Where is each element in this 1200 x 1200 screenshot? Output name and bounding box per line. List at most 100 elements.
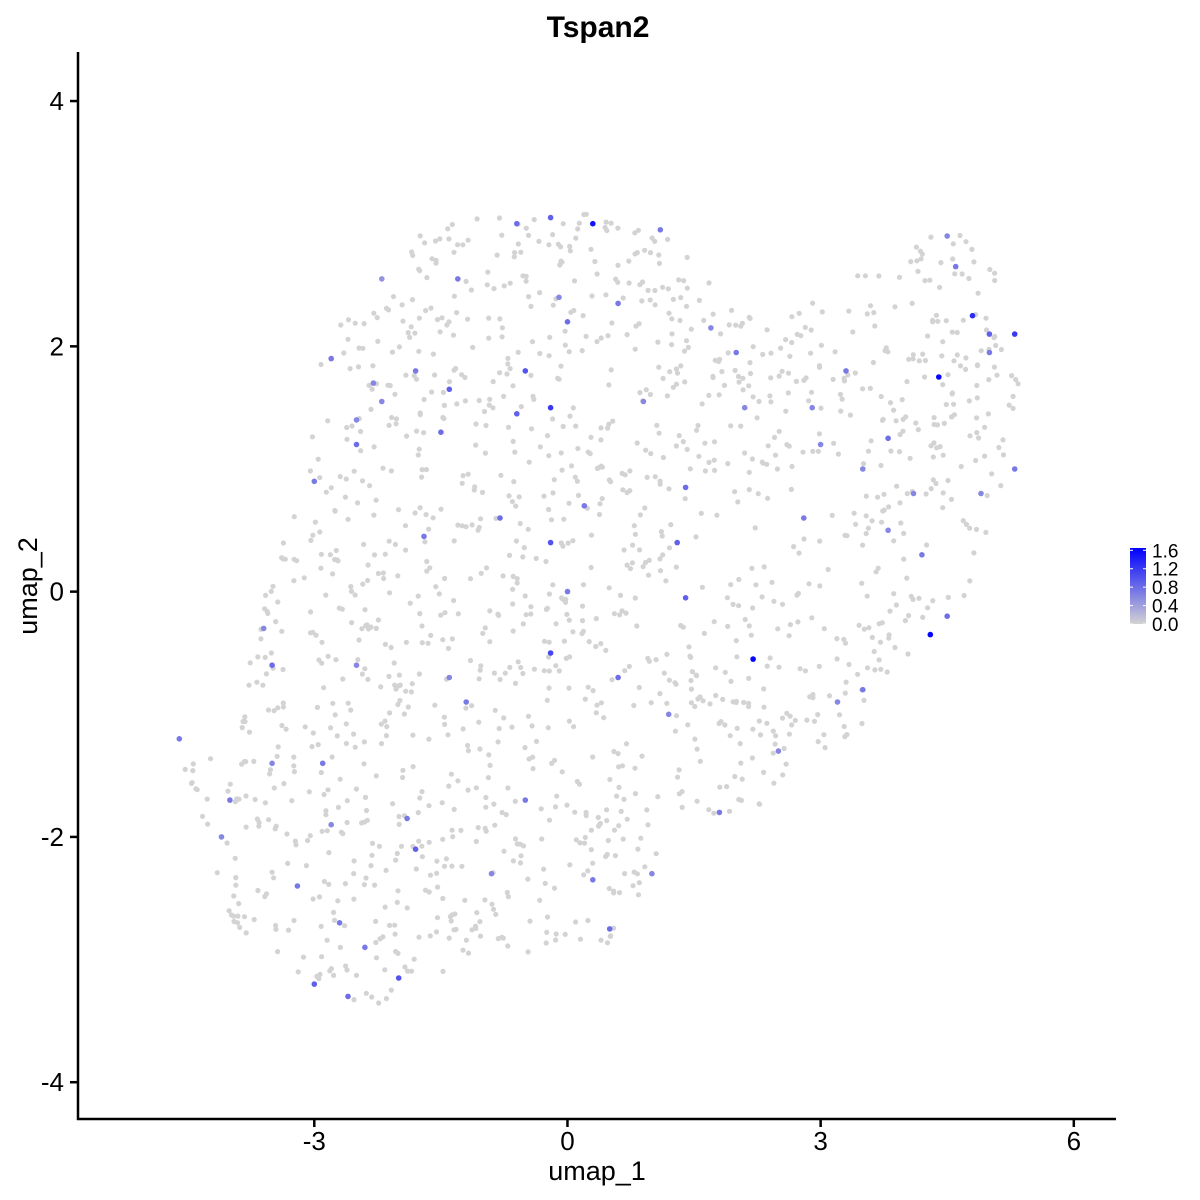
cell-point [386, 422, 392, 428]
cell-point [706, 459, 712, 465]
cell-point [463, 278, 469, 284]
cell-point [273, 926, 279, 932]
cell-point [483, 422, 489, 429]
cell-point [973, 526, 980, 533]
cell-point [415, 452, 421, 458]
cell-point [616, 764, 622, 770]
cell-point [344, 819, 350, 826]
cell-point [515, 241, 521, 247]
cell-point [416, 315, 422, 321]
cell-point [998, 483, 1004, 489]
cell-point [449, 827, 455, 833]
cell-point [449, 636, 455, 642]
cell-point [262, 800, 268, 806]
cell-point [518, 404, 524, 410]
cell-point [711, 619, 717, 625]
cell-point [262, 893, 268, 900]
cell-point [588, 827, 595, 833]
cell-point [332, 712, 338, 718]
cell-point [992, 270, 998, 276]
cell-point [915, 427, 921, 433]
cell-point [391, 660, 397, 666]
cell-point [361, 739, 367, 745]
cell-point [950, 256, 956, 262]
cell-point [918, 256, 924, 262]
cell-point [634, 250, 640, 256]
expressing-cell-point [488, 870, 495, 877]
cell-point [333, 547, 339, 554]
cell-point [410, 764, 416, 770]
cell-point [863, 493, 869, 499]
cell-point [909, 300, 915, 306]
cell-point [489, 901, 495, 907]
cell-point [447, 914, 453, 920]
cell-point [898, 520, 904, 526]
expressing-cell-point [682, 595, 689, 601]
cell-point [834, 656, 840, 662]
cell-point [904, 575, 910, 581]
cell-point [487, 608, 493, 614]
cell-point [685, 722, 691, 728]
cell-point [359, 820, 365, 826]
cell-point [182, 766, 188, 773]
cell-point [755, 491, 761, 497]
cell-point [630, 542, 636, 548]
cell-point [648, 700, 654, 706]
expressing-cell-point [547, 650, 554, 656]
cell-point [616, 784, 622, 791]
cell-point [541, 866, 547, 872]
cell-point [552, 804, 559, 810]
chart-title: Tspan2 [547, 11, 650, 44]
cell-point [487, 639, 493, 645]
cell-point [905, 651, 911, 657]
cell-point [512, 798, 518, 804]
cell-point [842, 690, 848, 696]
cell-point [432, 372, 438, 378]
cell-point [776, 664, 782, 670]
expressing-cell-point [319, 760, 326, 767]
cell-point [419, 467, 425, 473]
cell-point [930, 598, 936, 604]
cell-point [387, 710, 393, 716]
cell-point [922, 278, 928, 284]
cell-point [652, 474, 658, 480]
cell-point [673, 443, 680, 449]
cell-point [906, 356, 912, 362]
cell-point [227, 781, 233, 787]
cell-point [393, 421, 399, 427]
cell-point [344, 436, 350, 442]
cell-point [724, 784, 730, 790]
cell-point [335, 804, 341, 811]
cell-point [619, 608, 625, 614]
cell-point [937, 284, 943, 290]
cell-point [344, 967, 350, 973]
cell-point [910, 352, 916, 358]
cell-point [822, 745, 828, 751]
cell-point [190, 761, 196, 767]
cell-point [490, 379, 496, 385]
cell-point [419, 843, 425, 849]
cell-point [544, 914, 551, 920]
cell-point [505, 361, 511, 367]
cell-point [416, 348, 422, 354]
cell-point [669, 342, 675, 348]
cell-point [483, 565, 490, 571]
cell-point [811, 718, 818, 724]
cell-point [781, 745, 787, 752]
x-tick-label: -3 [303, 1126, 326, 1156]
cell-point [422, 240, 428, 246]
cell-point [868, 438, 874, 444]
cell-point [413, 376, 420, 382]
cell-point [687, 466, 693, 472]
cell-point [246, 682, 252, 688]
cell-point [314, 704, 320, 711]
cell-point [974, 382, 980, 389]
cell-point [692, 736, 698, 742]
expressing-cell-point [564, 319, 571, 325]
cell-point [407, 600, 413, 606]
cell-point [656, 260, 663, 266]
cell-point [533, 555, 539, 562]
cell-point [573, 235, 579, 241]
cell-point [558, 244, 564, 250]
cell-point [581, 840, 588, 846]
